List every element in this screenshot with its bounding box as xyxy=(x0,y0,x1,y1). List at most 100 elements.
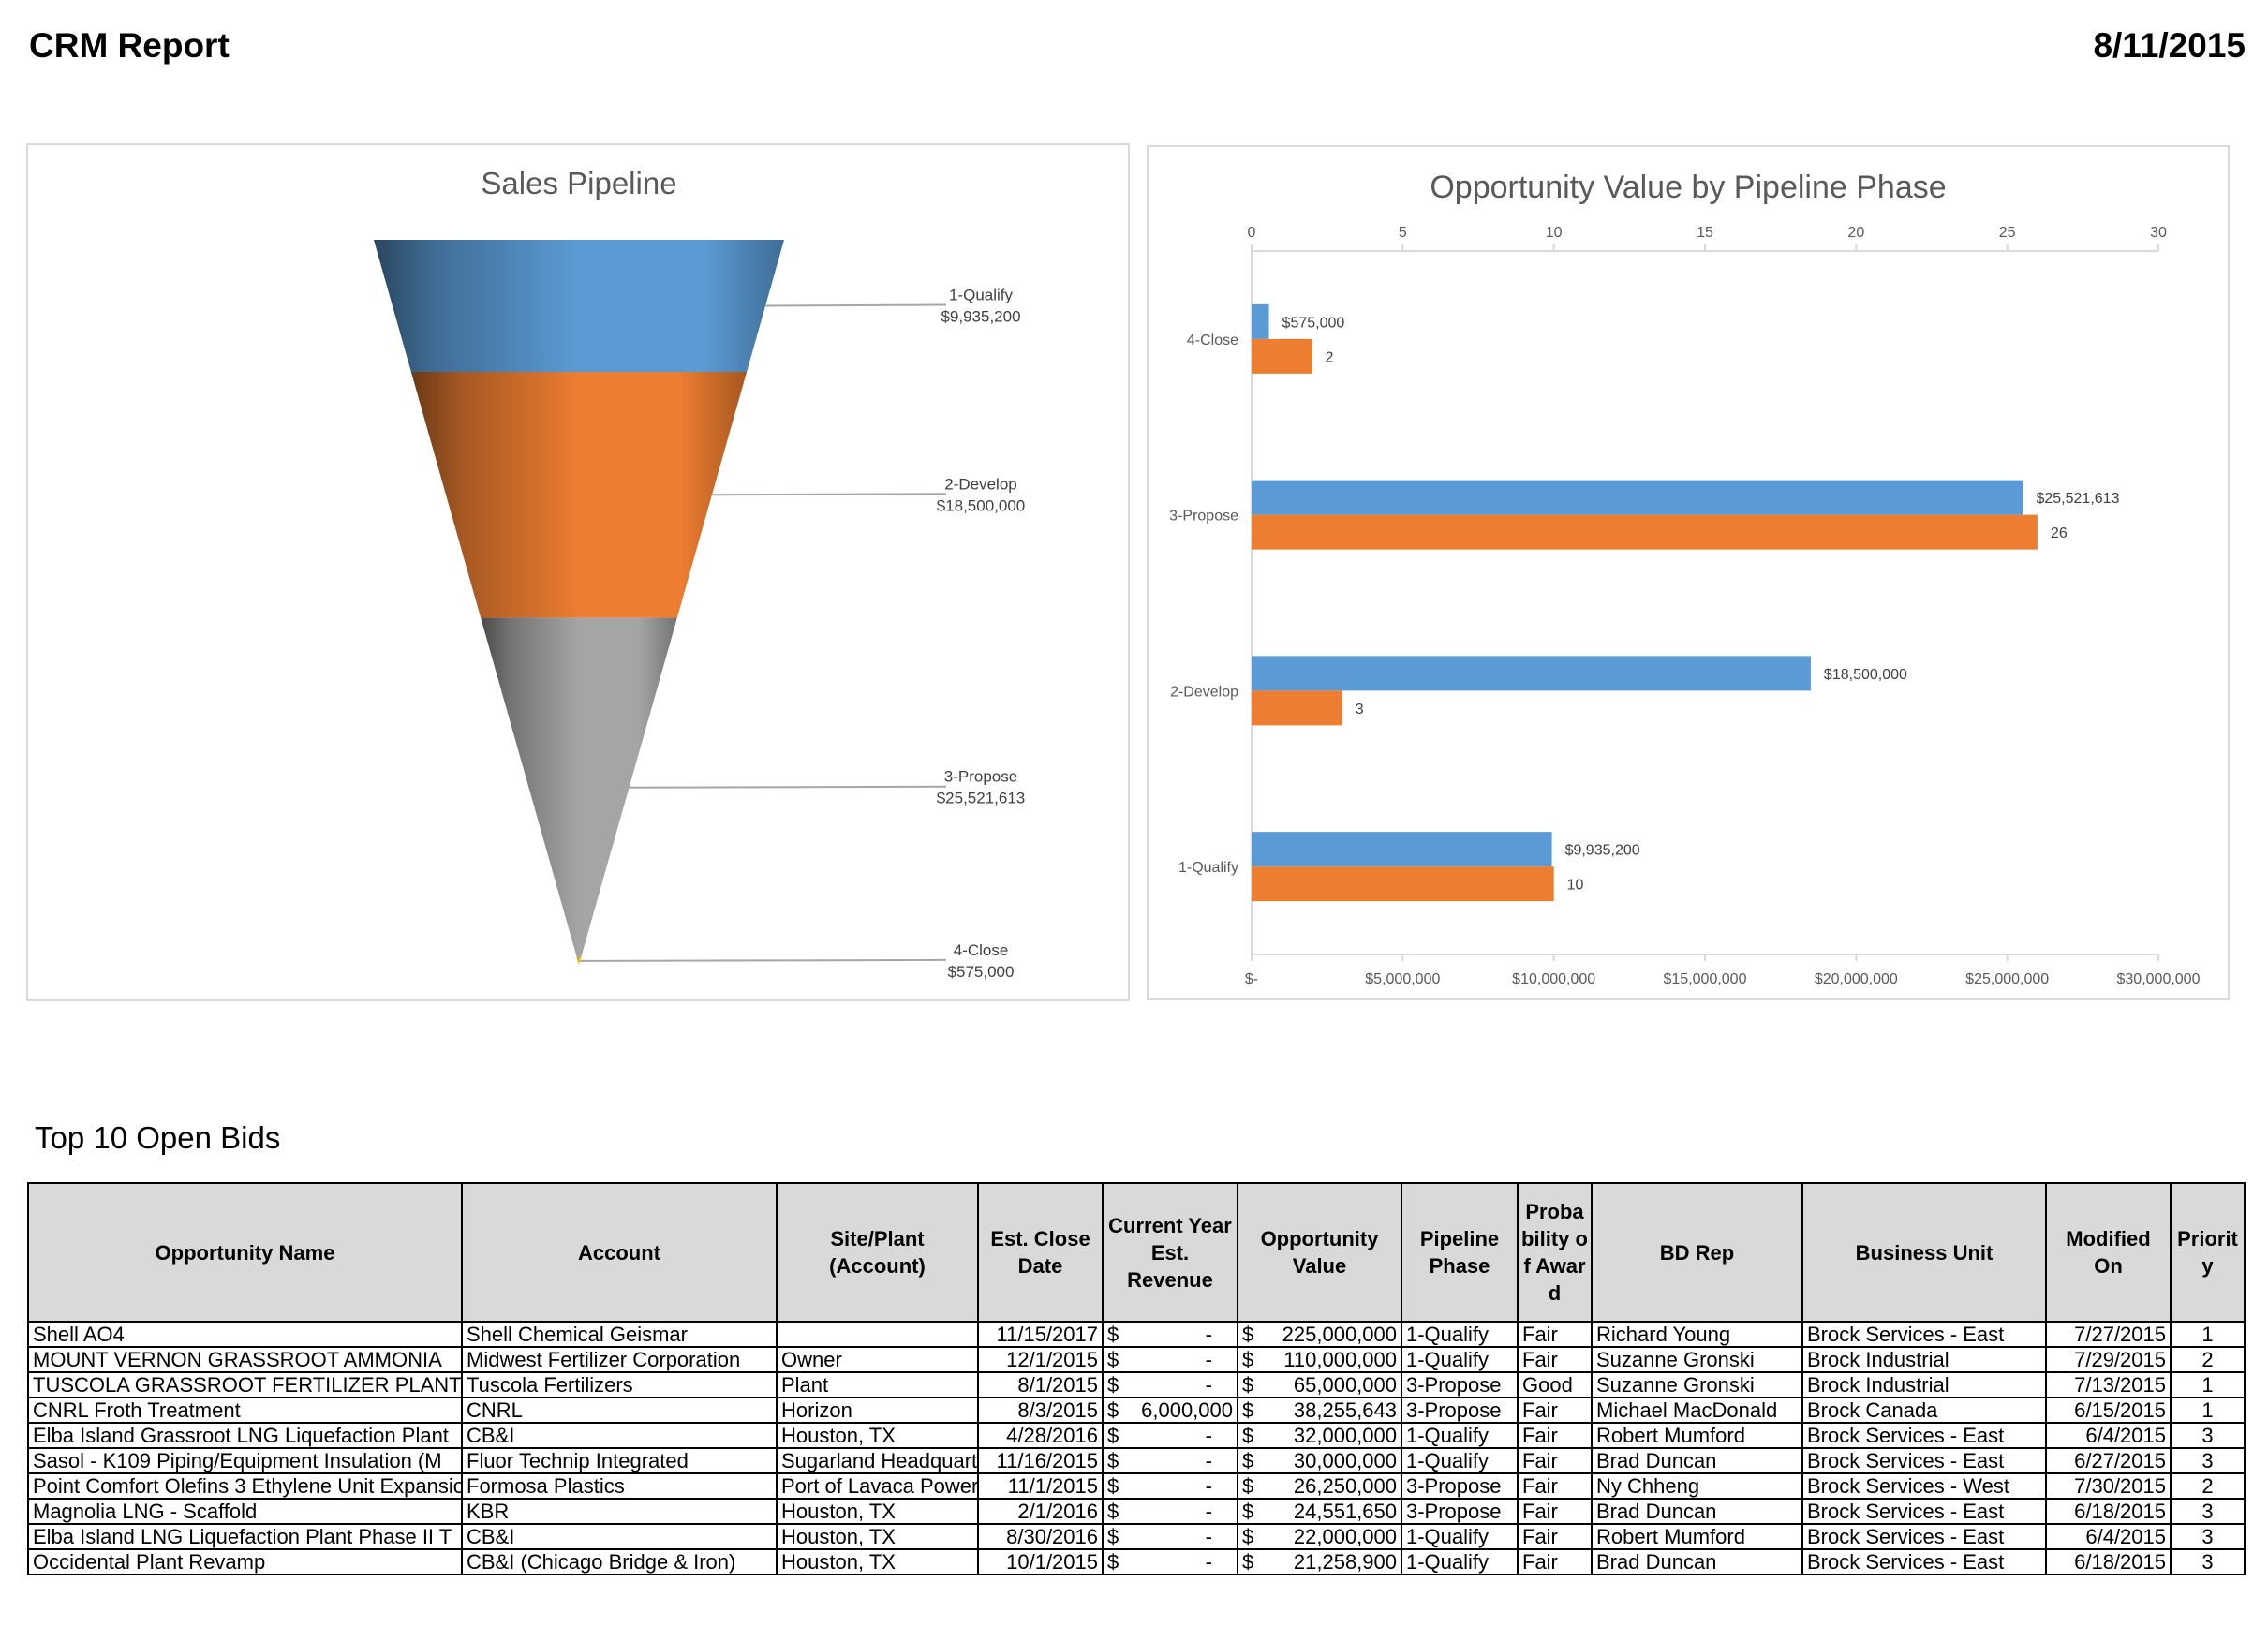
cell-account: CB&I xyxy=(461,1523,778,1550)
cell-business-unit: Brock Services - East xyxy=(1801,1523,2047,1550)
category-label: 4-Close xyxy=(1187,333,1238,348)
bottom-axis-tick-label: $- xyxy=(1245,971,1258,987)
column-header-probability-of-award[interactable]: Proba bility of Award xyxy=(1517,1182,1593,1323)
currency-symbol: $ xyxy=(1107,1449,1119,1472)
cell-est-close-date: 10/1/2015 xyxy=(977,1548,1104,1575)
cell-est-close-date: 11/16/2015 xyxy=(977,1447,1104,1474)
cell-account: Formosa Plastics xyxy=(461,1472,778,1500)
table-row[interactable]: Shell AO4 Shell Chemical Geismar 11/15/201… xyxy=(27,1321,2246,1348)
column-header-opportunity-name[interactable]: Opportunity Name xyxy=(27,1182,463,1323)
currency-symbol: $ xyxy=(1242,1348,1254,1371)
cell-site-plant: Port of Lavaca Power xyxy=(776,1472,979,1500)
cell-probability-of-award: Fair xyxy=(1517,1498,1593,1525)
currency-symbol: $ xyxy=(1242,1525,1254,1548)
category-label: 2-Develop xyxy=(1170,684,1238,700)
cell-bd-rep: Brad Duncan xyxy=(1591,1447,1803,1474)
bottom-axis-tick-label: $10,000,000 xyxy=(1512,971,1595,987)
table-row[interactable]: TUSCOLA GRASSROOT FERTILIZER PLANT Tuscol… xyxy=(27,1371,2246,1398)
cell-site-plant: Plant xyxy=(776,1371,979,1398)
cell-pipeline-phase: 3-Propose xyxy=(1401,1498,1519,1525)
cell-opportunity-name: TUSCOLA GRASSROOT FERTILIZER PLANT xyxy=(27,1371,463,1398)
cell-modified-on: 6/4/2015 xyxy=(2045,1422,2172,1449)
column-header-pipeline-phase[interactable]: Pipeline Phase xyxy=(1401,1182,1519,1323)
opportunity-value-chart: Opportunity Value by Pipeline Phase 0 5 10… xyxy=(1147,145,2230,1000)
cell-probability-of-award: Fair xyxy=(1517,1523,1593,1550)
cell-priority: 1 xyxy=(2170,1397,2246,1424)
cell-account: CB&I xyxy=(461,1422,778,1449)
cell-current-year-revenue: $ - xyxy=(1102,1523,1238,1550)
cell-bd-rep: Brad Duncan xyxy=(1591,1548,1803,1575)
column-header-est-close-date[interactable]: Est. Close Date xyxy=(977,1182,1104,1323)
column-header-account[interactable]: Account xyxy=(461,1182,778,1323)
table-row[interactable]: CNRL Froth Treatment CNRL Horizon 8/3/2015 $… xyxy=(27,1397,2246,1424)
funnel-label-value: $575,000 xyxy=(948,963,1015,981)
currency-amount: - xyxy=(1205,1348,1212,1371)
column-header-opportunity-value[interactable]: Opportunity Value xyxy=(1237,1182,1402,1323)
column-header-current-year-revenue[interactable]: Current Year Est. Revenue xyxy=(1102,1182,1238,1323)
bar-data-label: $25,521,613 xyxy=(2036,491,2119,507)
currency-amount: 225,000,000 xyxy=(1282,1323,1397,1346)
cell-probability-of-award: Fair xyxy=(1517,1346,1593,1373)
cell-site-plant: Houston, TX xyxy=(776,1422,979,1449)
cell-business-unit: Brock Services - East xyxy=(1801,1447,2047,1474)
cell-account: CB&I (Chicago Bridge & Iron) xyxy=(461,1548,778,1575)
cell-priority: 3 xyxy=(2170,1447,2246,1474)
open-bids-table: Opportunity Name Account Site/Plant (Accou… xyxy=(27,1182,2246,1575)
cell-priority: 1 xyxy=(2170,1321,2246,1348)
table-row[interactable]: Occidental Plant Revamp CB&I (Chicago Bri… xyxy=(27,1548,2246,1575)
cell-priority: 3 xyxy=(2170,1548,2246,1575)
cell-priority: 3 xyxy=(2170,1523,2246,1550)
currency-symbol: $ xyxy=(1242,1398,1254,1422)
table-row[interactable]: Elba Island Grassroot LNG Liquefaction P… xyxy=(27,1422,2246,1449)
top-axis-tick-label: 15 xyxy=(1697,225,1713,241)
funnel-leader-line xyxy=(629,785,947,789)
table-row[interactable]: Point Comfort Olefins 3 Ethylene Unit Ex… xyxy=(27,1472,2246,1500)
cell-business-unit: Brock Services - West xyxy=(1801,1472,2047,1500)
currency-symbol: $ xyxy=(1107,1398,1119,1422)
cell-modified-on: 6/4/2015 xyxy=(2045,1523,2172,1550)
cell-opportunity-name: MOUNT VERNON GRASSROOT AMMONIA xyxy=(27,1346,463,1373)
table-row[interactable]: Elba Island LNG Liquefaction Plant Phase… xyxy=(27,1523,2246,1550)
cell-est-close-date: 11/15/2017 xyxy=(977,1321,1104,1348)
value-bar-3-propose xyxy=(1252,480,2023,515)
currency-symbol: $ xyxy=(1242,1424,1254,1447)
table-header-row: Opportunity Name Account Site/Plant (Accou… xyxy=(27,1182,2246,1323)
cell-site-plant: Houston, TX xyxy=(776,1498,979,1525)
cell-opportunity-value: $32,000,000 xyxy=(1237,1422,1402,1449)
cell-est-close-date: 8/3/2015 xyxy=(977,1397,1104,1424)
bottom-axis-tick-label: $15,000,000 xyxy=(1664,971,1747,987)
cell-pipeline-phase: 1-Qualify xyxy=(1401,1422,1519,1449)
bar-chart-svg: Opportunity Value by Pipeline Phase 0 5 10… xyxy=(1169,170,2200,987)
column-header-bd-rep[interactable]: BD Rep xyxy=(1591,1182,1803,1323)
bottom-axis-tick-label: $5,000,000 xyxy=(1365,971,1440,987)
currency-amount: 65,000,000 xyxy=(1293,1373,1397,1397)
table-row[interactable]: MOUNT VERNON GRASSROOT AMMONIA Midwest Fe… xyxy=(27,1346,2246,1373)
cell-current-year-revenue: $ - xyxy=(1102,1548,1238,1575)
column-header-site-plant[interactable]: Site/Plant (Account) xyxy=(776,1182,979,1323)
currency-amount: 38,255,643 xyxy=(1293,1398,1397,1422)
currency-amount: 24,551,650 xyxy=(1293,1500,1397,1523)
cell-modified-on: 7/30/2015 xyxy=(2045,1472,2172,1500)
column-header-business-unit[interactable]: Business Unit xyxy=(1801,1182,2047,1323)
table-row[interactable]: Sasol - K109 Piping/Equipment Insulation… xyxy=(27,1447,2246,1474)
top-axis-tick-label: 5 xyxy=(1399,225,1407,241)
cell-pipeline-phase: 3-Propose xyxy=(1401,1371,1519,1398)
currency-symbol: $ xyxy=(1242,1550,1254,1574)
column-header-priority[interactable]: Priorit y xyxy=(2170,1182,2246,1323)
bottom-axis-tick-label: $25,000,000 xyxy=(1965,971,2049,987)
cell-opportunity-value: $38,255,643 xyxy=(1237,1397,1402,1424)
funnel-leader-line xyxy=(580,958,947,962)
cell-opportunity-value: $225,000,000 xyxy=(1237,1321,1402,1348)
bottom-axis-tick-label: $20,000,000 xyxy=(1815,971,1898,987)
cell-pipeline-phase: 1-Qualify xyxy=(1401,1523,1519,1550)
cell-opportunity-name: Elba Island LNG Liquefaction Plant Phase… xyxy=(27,1523,463,1550)
funnel-label-category: 2-Develop xyxy=(944,475,1017,493)
cell-bd-rep: Brad Duncan xyxy=(1591,1498,1803,1525)
table-row[interactable]: Magnolia LNG - Scaffold KBR Houston, TX 2/1… xyxy=(27,1498,2246,1525)
cell-business-unit: Brock Industrial xyxy=(1801,1371,2047,1398)
column-header-modified-on[interactable]: Modified On xyxy=(2045,1182,2172,1323)
bar-data-label: $18,500,000 xyxy=(1824,667,1907,683)
value-bar-2-develop xyxy=(1252,656,1811,691)
cell-opportunity-value: $22,000,000 xyxy=(1237,1523,1402,1550)
currency-amount: 110,000,000 xyxy=(1283,1348,1397,1371)
